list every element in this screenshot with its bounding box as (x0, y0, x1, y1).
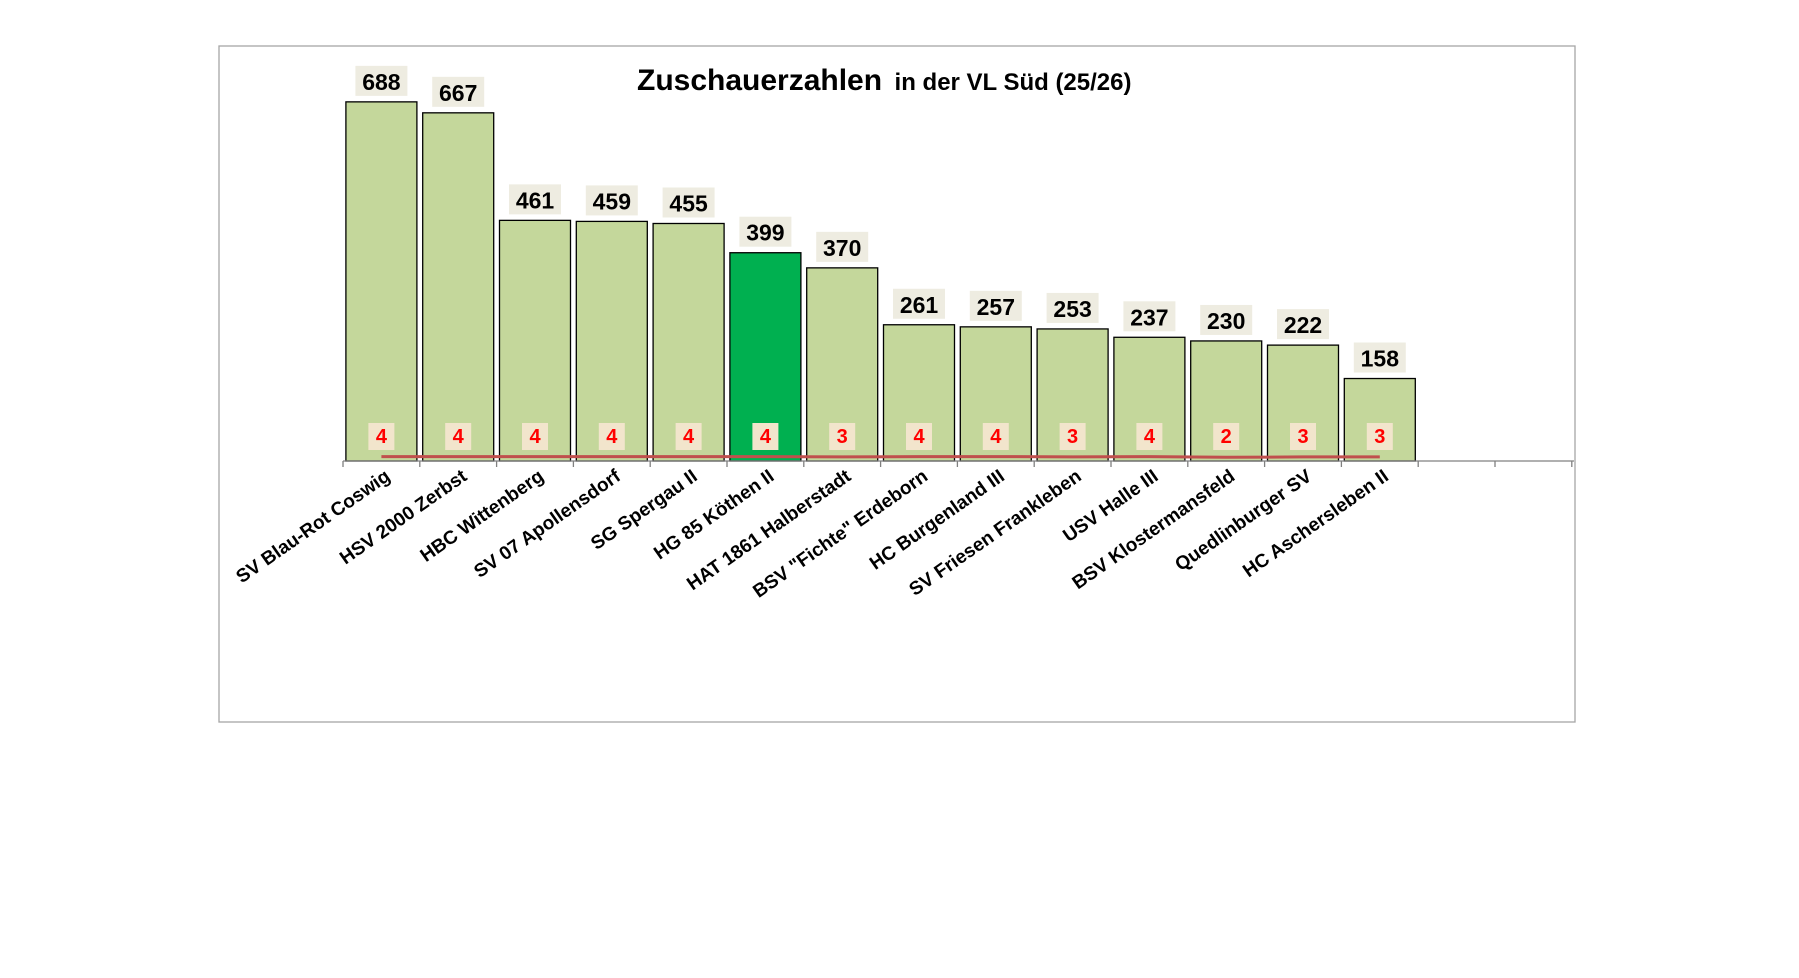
count-label-bg (752, 423, 779, 450)
count-label: 4 (376, 426, 388, 448)
value-label-bg (662, 187, 715, 218)
chart-title-sub: in der VL Süd (25/26) (895, 69, 1132, 96)
count-label-bg (1059, 423, 1086, 450)
bar (422, 112, 495, 462)
value-label: 459 (593, 188, 631, 214)
value-label-bg (432, 76, 485, 107)
bar (575, 220, 648, 462)
count-label: 2 (1221, 426, 1232, 448)
chart-title-main: Zuschauerzahlen (637, 64, 882, 97)
bar (498, 219, 572, 462)
value-label: 257 (977, 294, 1015, 320)
count-label: 4 (760, 426, 772, 448)
value-label-bg (739, 216, 792, 247)
count-label-bg (1366, 423, 1393, 450)
value-label-bg (509, 184, 561, 215)
value-label: 461 (516, 187, 555, 213)
bar (345, 101, 418, 462)
count-label: 3 (837, 426, 848, 448)
bar (652, 222, 725, 462)
labels-layer: 688 4 667 4 461 4 459 4 455 4 399 4 370 3 261 4 257 4 253 3… (355, 65, 1406, 450)
value-label-bg (1123, 301, 1176, 332)
value-label-bg (969, 290, 1022, 321)
value-label-bg (355, 65, 408, 96)
count-label: 4 (606, 426, 618, 448)
value-label: 261 (900, 292, 939, 318)
count-label-bg (1290, 423, 1316, 450)
count-label: 4 (683, 426, 695, 448)
count-label: 3 (1374, 426, 1385, 448)
value-label-bg (585, 185, 638, 216)
value-label-bg (816, 231, 869, 262)
count-label-bg (675, 423, 702, 450)
value-label: 230 (1207, 308, 1245, 334)
count-label: 3 (1297, 426, 1308, 448)
count-label: 4 (913, 426, 925, 448)
count-label-bg (982, 423, 1009, 450)
count-label: 4 (990, 426, 1002, 448)
value-label: 688 (362, 69, 401, 95)
value-label: 667 (439, 80, 477, 106)
count-label: 4 (1144, 426, 1156, 448)
value-label: 237 (1130, 304, 1168, 330)
value-label-bg (893, 288, 945, 319)
count-label-bg (598, 423, 625, 450)
value-label-bg (1277, 309, 1329, 340)
count-label-bg (829, 423, 856, 450)
count-label: 3 (1067, 426, 1078, 448)
value-label: 399 (746, 220, 784, 246)
chart-title: Zuschauerzahlen in der VL Süd (25/26) (637, 64, 1131, 97)
count-label-bg (1136, 423, 1163, 450)
count-label-bg (906, 423, 932, 450)
count-label-bg (1213, 423, 1240, 450)
value-label-bg (1353, 342, 1406, 373)
count-label-bg (445, 423, 472, 450)
ticks-layer (342, 461, 1573, 467)
value-label-bg (1200, 304, 1253, 335)
count-label: 4 (453, 426, 465, 448)
value-label: 158 (1361, 346, 1400, 372)
count-label-bg (368, 423, 395, 450)
value-label: 222 (1284, 312, 1322, 338)
value-label: 370 (823, 235, 861, 261)
value-label: 253 (1053, 296, 1091, 322)
value-label: 455 (669, 190, 708, 216)
bars-layer (345, 101, 1416, 462)
count-label-bg (522, 423, 548, 450)
count-label: 4 (529, 426, 541, 448)
count-series-line (381, 455, 1380, 459)
value-label-bg (1046, 292, 1099, 323)
